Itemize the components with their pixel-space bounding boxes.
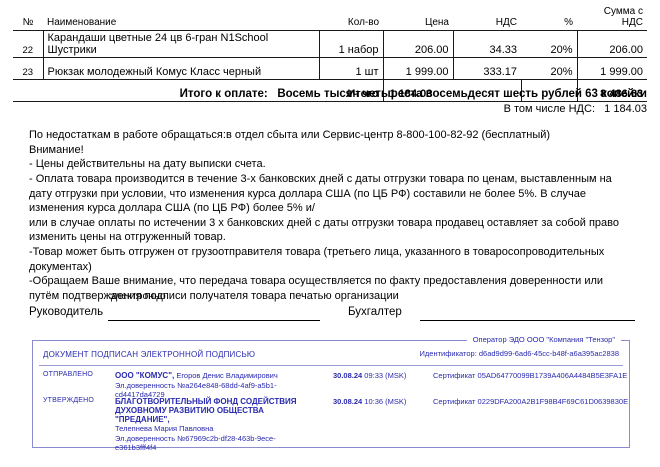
note-prices-valid: - Цены действительны на дату выписки сче… <box>29 158 266 171</box>
vat-included-label: В том числе НДС: <box>503 103 595 115</box>
column-header-name: Наименование <box>47 17 117 29</box>
stamp-role-sent: ОТПРАВЛЕНО <box>43 371 93 378</box>
stamp-poa-sent: Эл.доверенность №a264e848-68dd-4af9-a5b1… <box>115 381 277 399</box>
edo-operator-label: Оператор ЭДО ООО "Компания "Тензор" <box>466 335 621 344</box>
column-header-price: Цена <box>424 17 449 29</box>
vat-included-line: В том числе НДС: 1 184.03 <box>13 103 647 115</box>
stamp-date-sent: 30.08.24 <box>333 371 363 380</box>
stamp-time-approved: 10:36 (MSK) <box>364 397 407 406</box>
stamp-time-sent: 09:33 (MSK) <box>364 371 407 380</box>
column-header-percent: % <box>564 17 573 29</box>
table-row: 22 Карандаши цветные 24 цв 6-гран N1Scho… <box>13 29 647 59</box>
stamp-signer-sent: ООО "КОМУС", Егоров Денис Владимирович Э… <box>115 371 299 399</box>
cell-sum: 206.00 <box>576 29 647 59</box>
cell-quantity: 1 набор <box>318 29 383 59</box>
accountant-signature-line <box>420 320 635 321</box>
note-payment-terms: - Оплата товара производится в течение 3… <box>29 172 612 215</box>
column-header-vat: НДС <box>495 17 517 29</box>
totals-spacer <box>520 79 577 103</box>
totals-vat-value: 1 184.03 <box>383 79 521 103</box>
totals-label: Итого <box>13 79 384 103</box>
electronic-signature-stamp: Оператор ЭДО ООО "Компания "Тензор" ДОКУ… <box>32 335 630 452</box>
note-power-of-attorney: -Обращаем Ваше внимание, что передача то… <box>29 275 604 302</box>
cell-name: Карандаши цветные 24 цв 6-гран N1School … <box>43 29 319 59</box>
cell-name: Рюкзак молодежный Комус Класс черный <box>43 57 319 81</box>
column-header-sum-line2: НДС <box>621 16 643 28</box>
notes-section: По недостаткам в работе обращаться:в отд… <box>29 128 633 304</box>
stamp-divider <box>39 365 623 366</box>
grand-total-label: Итого к оплате: <box>179 88 268 100</box>
stamp-datetime-sent: 30.08.24 09:33 (MSK) <box>333 371 406 380</box>
note-contact: По недостаткам в работе обращаться:в отд… <box>29 129 551 141</box>
vat-included-value: 1 184.03 <box>604 103 647 115</box>
column-header-number: № <box>22 17 34 29</box>
note-price-change: или в случае оплаты по истечении 3 х бан… <box>29 216 619 244</box>
column-header-quantity: Кол-во <box>347 17 379 29</box>
stamp-org-sent: ООО "КОМУС", <box>115 371 175 380</box>
stamp-poa-approved: Эл.доверенность №67969c2b-df28-463b-9ece… <box>115 434 276 452</box>
stamp-org-approved: БЛАГОТВОРИТЕЛЬНЫЙ ФОНД СОДЕЙСТВИЯ ДУХОВН… <box>115 397 297 424</box>
items-table-header: № Наименование Кол-во Цена НДС % Сумма с… <box>13 6 647 30</box>
totals-sum-value: 8 486.63 <box>576 79 647 103</box>
stamp-datetime-approved: 30.08.24 10:36 (MSK) <box>333 397 406 406</box>
cell-vat: 333.17 <box>452 57 521 81</box>
column-header-sum-with-vat: Сумма с НДС <box>577 6 647 30</box>
cell-price: 206.00 <box>382 29 453 59</box>
stamp-signer-approved: БЛАГОТВОРИТЕЛЬНЫЙ ФОНД СОДЕЙСТВИЯ ДУХОВН… <box>115 397 299 452</box>
column-header-sum-line1: Сумма с <box>603 6 643 17</box>
cell-percent: 20% <box>521 29 577 59</box>
stamp-title: ДОКУМЕНТ ПОДПИСАН ЭЛЕКТРОННОЙ ПОДПИСЬЮ <box>43 350 256 359</box>
director-label: Руководитель <box>29 306 104 318</box>
totals-row: Итого 1 184.03 8 486.63 <box>13 79 647 103</box>
grand-total-words: Восемь тысяч четыреста восемьдесят шесть… <box>277 88 647 100</box>
items-table-body: 22 Карандаши цветные 24 цв 6-гран N1Scho… <box>13 29 647 103</box>
table-header-row: № Наименование Кол-во Цена НДС % Сумма с… <box>13 6 647 30</box>
stamp-certificate-sent: Сертификат 05AD64770099B1739A406A4484B5E… <box>433 371 628 380</box>
grand-total-line: Итого к оплате: Восемь тысяч четыреста в… <box>13 88 647 100</box>
items-table-container: № Наименование Кол-во Цена НДС % Сумма с… <box>13 6 647 103</box>
cell-price: 1 999.00 <box>382 57 453 81</box>
signature-area: электронно Руководитель Бухгалтер <box>0 290 660 335</box>
stamp-person-approved: Телепнева Мария Павловна <box>115 424 214 433</box>
items-table: № Наименование Кол-во Цена НДС % Сумма с… <box>13 6 647 103</box>
stamp-identifier: Идентификатор: d6ad9d99-6ad6-45cc-b48f-a… <box>419 349 620 358</box>
stamp-person-sent: Егоров Денис Владимирович <box>174 371 278 380</box>
electronic-signature-note: электронно <box>110 290 166 302</box>
cell-sum: 1 999.00 <box>576 57 647 81</box>
stamp-certificate-approved: Сертификат 0229DFA200A2B1F98B4F69C61D063… <box>433 397 629 406</box>
cell-vat: 34.33 <box>452 29 521 59</box>
table-row: 23 Рюкзак молодежный Комус Класс черный … <box>13 57 647 81</box>
note-attention-heading: Внимание! <box>29 143 84 156</box>
cell-quantity: 1 шт <box>318 57 383 81</box>
cell-number: 22 <box>13 29 44 59</box>
note-shipper: -Товар может быть отгружен от грузоотпра… <box>29 246 605 273</box>
cell-percent: 20% <box>521 57 577 81</box>
stamp-date-approved: 30.08.24 <box>333 397 363 406</box>
stamp-role-approved: УТВЕРЖДЕНО <box>43 397 95 404</box>
cell-number: 23 <box>13 57 44 81</box>
director-signature-line <box>108 320 320 321</box>
accountant-label: Бухгалтер <box>348 306 402 318</box>
